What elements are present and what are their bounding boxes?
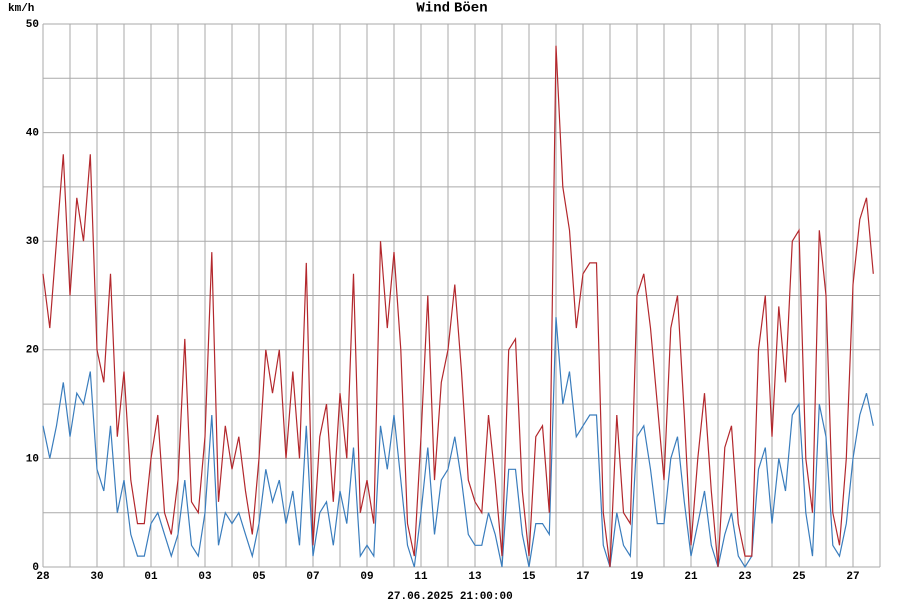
line-1 [42, 45, 874, 568]
y-tick-label: 30 [26, 236, 39, 248]
x-tick-label: 25 [792, 571, 806, 583]
y-tick-label: 10 [26, 453, 39, 465]
x-tick-label: 23 [738, 571, 752, 583]
footer-timestamp: 27.06.2025 21:00:00 [387, 591, 512, 600]
x-tick-label: 28 [36, 571, 50, 583]
x-tick-label: 27 [846, 571, 859, 583]
x-tick-label: 11 [414, 571, 428, 583]
x-tick-label: 03 [198, 571, 212, 583]
x-tick-label: 09 [360, 571, 373, 583]
line-0 [42, 317, 874, 569]
y-tick-label: 50 [26, 19, 39, 31]
x-tick-label: 13 [468, 571, 482, 583]
legend-boeen: Böen [454, 1, 488, 17]
y-tick-label: 20 [26, 345, 39, 357]
x-tick-label: 19 [630, 571, 643, 583]
y-tick-label: 40 [26, 128, 39, 140]
x-tick-label: 01 [144, 571, 158, 583]
x-tick-label: 07 [306, 571, 319, 583]
y-tick-label: 0 [32, 562, 39, 574]
x-tick-label: 17 [576, 571, 589, 583]
x-tick-label: 15 [522, 571, 536, 583]
legend-wind: Wind [416, 1, 450, 17]
y-axis-label: km/h [8, 3, 34, 15]
x-tick-label: 30 [90, 571, 103, 583]
x-tick-label: 05 [252, 571, 266, 583]
x-tick-label: 21 [684, 571, 698, 583]
